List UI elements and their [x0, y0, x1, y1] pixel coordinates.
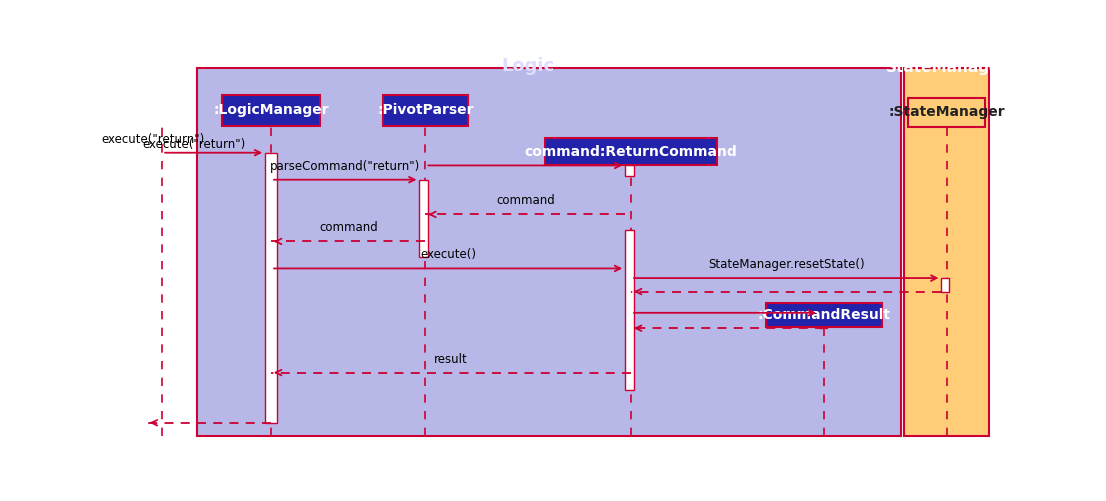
Text: execute("return"): execute("return"): [102, 133, 205, 146]
Bar: [419, 180, 428, 257]
Bar: [818, 313, 827, 328]
Bar: [908, 98, 985, 127]
Bar: [766, 303, 881, 327]
Text: Logic: Logic: [502, 57, 555, 75]
Text: parseCommand("return"): parseCommand("return"): [270, 160, 420, 173]
Bar: [222, 95, 321, 126]
Text: :LogicManager: :LogicManager: [213, 103, 328, 117]
Text: result: result: [435, 353, 468, 366]
Text: command:ReturnCommand: command:ReturnCommand: [524, 145, 738, 159]
Bar: [625, 230, 634, 390]
Text: :PivotParser: :PivotParser: [377, 103, 473, 117]
Bar: [383, 95, 468, 126]
Bar: [197, 68, 901, 436]
Bar: [265, 153, 278, 423]
Text: :CommandResult: :CommandResult: [758, 308, 890, 322]
Bar: [545, 138, 717, 165]
Text: StateManager.resetState(): StateManager.resetState(): [708, 258, 865, 271]
Text: command: command: [495, 194, 554, 207]
Text: :StateManager: :StateManager: [888, 105, 1005, 119]
Bar: [625, 165, 634, 176]
Bar: [941, 278, 949, 292]
Text: command: command: [319, 221, 377, 234]
Text: execute("return"): execute("return"): [143, 138, 246, 151]
Text: execute(): execute(): [420, 248, 476, 262]
Bar: [904, 68, 990, 436]
Text: StateManager: StateManager: [886, 60, 1008, 75]
